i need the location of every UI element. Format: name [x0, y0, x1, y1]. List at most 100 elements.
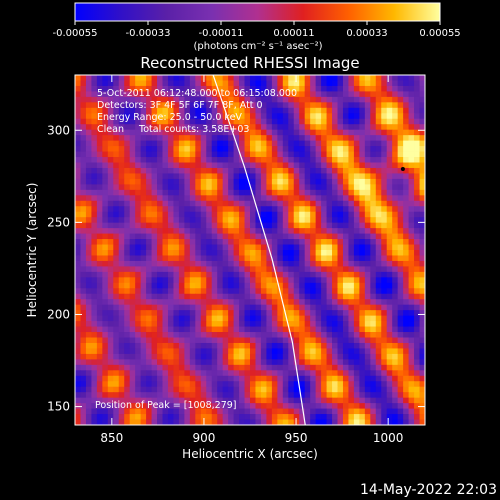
heatmap-cell	[85, 392, 92, 399]
heatmap-cell	[315, 266, 322, 273]
heatmap-cell	[167, 222, 174, 229]
heatmap-cell	[397, 124, 404, 131]
heatmap-cell	[85, 315, 92, 322]
heatmap-cell	[173, 222, 180, 229]
heatmap-cell	[408, 107, 415, 114]
heatmap-cell	[315, 353, 322, 360]
heatmap-cell	[96, 173, 103, 180]
heatmap-cell	[129, 250, 136, 256]
heatmap-cell	[403, 359, 409, 366]
heatmap-cell	[260, 260, 267, 267]
heatmap-cell	[293, 337, 300, 344]
heatmap-cell	[113, 184, 120, 191]
heatmap-cell	[381, 337, 388, 344]
heatmap-cell	[211, 167, 218, 174]
colorbar-frame	[74, 2, 441, 22]
heatmap-cell	[293, 206, 300, 213]
heatmap-cell	[315, 403, 322, 409]
heatmap-cell	[146, 359, 152, 366]
heatmap-cell	[304, 271, 311, 278]
heatmap-cell	[375, 321, 382, 327]
heatmap-cell	[332, 277, 338, 284]
heatmap-cell	[217, 211, 224, 218]
heatmap-cell	[222, 157, 229, 163]
heatmap-cell	[118, 353, 125, 360]
heatmap-cell	[282, 250, 289, 256]
annotation-clean-counts: Clean Total counts: 3.58E+03	[97, 124, 249, 135]
heatmap-cell	[217, 397, 224, 404]
heatmap-cell	[233, 342, 240, 349]
heatmap-cell	[348, 293, 355, 300]
heatmap-cell	[342, 359, 349, 366]
heatmap-cell	[151, 167, 158, 174]
heatmap-cell	[189, 75, 196, 81]
heatmap-cell	[96, 304, 103, 311]
heatmap-cell	[113, 364, 120, 371]
heatmap-cell	[353, 419, 360, 425]
heatmap-cell	[239, 96, 245, 103]
heatmap-cell	[299, 189, 306, 196]
heatmap-cell	[167, 184, 174, 191]
heatmap-cell	[146, 135, 152, 142]
heatmap-cell	[129, 80, 136, 87]
heatmap-cell	[364, 403, 371, 409]
heatmap-cell	[408, 353, 415, 360]
heatmap-cell	[102, 293, 109, 300]
heatmap-cell	[211, 102, 218, 109]
heatmap-cell	[304, 211, 311, 218]
heatmap-cell	[348, 146, 355, 152]
heatmap-cell	[129, 326, 136, 333]
heatmap-cell	[277, 129, 284, 136]
heatmap-cell	[91, 299, 98, 306]
heatmap-cell	[129, 244, 136, 251]
heatmap-cell	[271, 250, 278, 256]
heatmap-cell	[414, 353, 420, 360]
heatmap-cell	[146, 184, 152, 191]
heatmap-cell	[129, 129, 136, 136]
heatmap-cell	[353, 217, 360, 224]
heatmap-cell	[162, 102, 169, 109]
heatmap-cell	[403, 173, 409, 180]
heatmap-cell	[113, 162, 120, 169]
heatmap-cell	[195, 299, 202, 306]
heatmap-cell	[337, 239, 344, 245]
heatmap-cell	[370, 75, 377, 81]
heatmap-cell	[321, 146, 327, 152]
heatmap-cell	[288, 80, 295, 87]
heatmap-cell	[419, 310, 425, 317]
heatmap-cell	[414, 200, 420, 207]
heatmap-cell	[233, 353, 240, 360]
heatmap-cell	[299, 75, 306, 81]
heatmap-cell	[282, 124, 289, 131]
heatmap-cell	[184, 91, 191, 98]
heatmap-cell	[386, 342, 393, 349]
heatmap-cell	[200, 414, 207, 420]
heatmap-cell	[200, 206, 207, 213]
heatmap-cell	[75, 419, 81, 425]
heatmap-cell	[348, 403, 355, 409]
heatmap-cell	[375, 310, 382, 317]
heatmap-cell	[375, 102, 382, 109]
heatmap-cell	[326, 375, 333, 382]
heatmap-cell	[211, 184, 218, 191]
heatmap-cell	[419, 85, 425, 92]
heatmap-cell	[375, 260, 382, 267]
heatmap-cell	[250, 239, 256, 245]
heatmap-cell	[206, 266, 213, 273]
heatmap-cell	[102, 184, 109, 191]
heatmap-cell	[162, 337, 169, 344]
heatmap-cell	[206, 342, 213, 349]
heatmap-cell	[299, 140, 306, 147]
heatmap-cell	[337, 85, 344, 92]
heatmap-cell	[124, 321, 131, 327]
heatmap-cell	[228, 353, 234, 360]
heatmap-cell	[113, 118, 120, 125]
heatmap-cell	[375, 167, 382, 174]
heatmap-cell	[146, 353, 152, 360]
heatmap-cell	[96, 162, 103, 169]
heatmap-cell	[310, 293, 317, 300]
heatmap-cell	[239, 217, 245, 224]
heatmap-cell	[310, 332, 317, 338]
heatmap-cell	[107, 75, 114, 81]
heatmap-cell	[348, 85, 355, 92]
